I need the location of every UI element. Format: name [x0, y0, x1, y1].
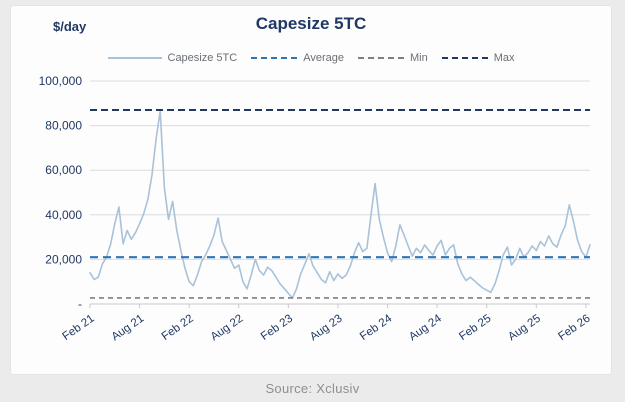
y-tick-label: - [78, 297, 82, 311]
legend-label: Average [303, 52, 344, 64]
y-tick-label: 40,000 [45, 208, 82, 222]
legend-average-line-swatch [251, 57, 298, 59]
legend-max-line-swatch [441, 57, 488, 59]
y-axis-unit-label: $/day [53, 19, 87, 34]
x-tick-label: Aug 24 [407, 312, 444, 343]
legend-item-max: Max [441, 52, 515, 64]
y-tick-label: 100,000 [39, 74, 83, 88]
legend-item-average: Average [251, 52, 344, 64]
legend-item-min: Min [357, 52, 428, 64]
legend-label: Capesize 5TC [167, 52, 238, 64]
y-tick-label: 60,000 [45, 163, 82, 177]
capesize-5tc-series-line [89, 110, 591, 299]
x-tick-label: Aug 25 [506, 313, 543, 344]
x-tick-label: Aug 23 [308, 313, 345, 344]
x-tick-label: Feb 22 [160, 313, 196, 343]
chart-card: $/day Capesize 5TC Capesize 5TC Average … [10, 5, 612, 375]
x-tick-label: Feb 24 [358, 312, 395, 343]
legend-series-line-swatch [107, 57, 162, 59]
legend-min-line-swatch [357, 57, 404, 59]
x-tick-label: Feb 26 [556, 313, 592, 343]
x-tick-label: Aug 22 [209, 313, 246, 344]
legend-label: Max [493, 52, 515, 64]
x-tick-label: Feb 21 [61, 313, 97, 343]
legend-label: Min [409, 52, 428, 64]
y-tick-label: 20,000 [45, 252, 82, 266]
x-tick-label: Feb 25 [457, 313, 493, 343]
x-tick-label: Aug 21 [110, 313, 147, 344]
source-note: Source: Xclusiv [265, 381, 360, 396]
chart-legend: Capesize 5TC Average Min Max [11, 52, 611, 64]
y-tick-label: 80,000 [45, 119, 82, 133]
x-tick-label: Feb 23 [259, 313, 295, 343]
legend-item-capesize: Capesize 5TC [107, 52, 238, 64]
chart-canvas: 100,000 80,000 60,000 40,000 20,000 - Feb 21 Au… [39, 74, 593, 344]
chart-title: Capesize 5TC [255, 14, 367, 33]
